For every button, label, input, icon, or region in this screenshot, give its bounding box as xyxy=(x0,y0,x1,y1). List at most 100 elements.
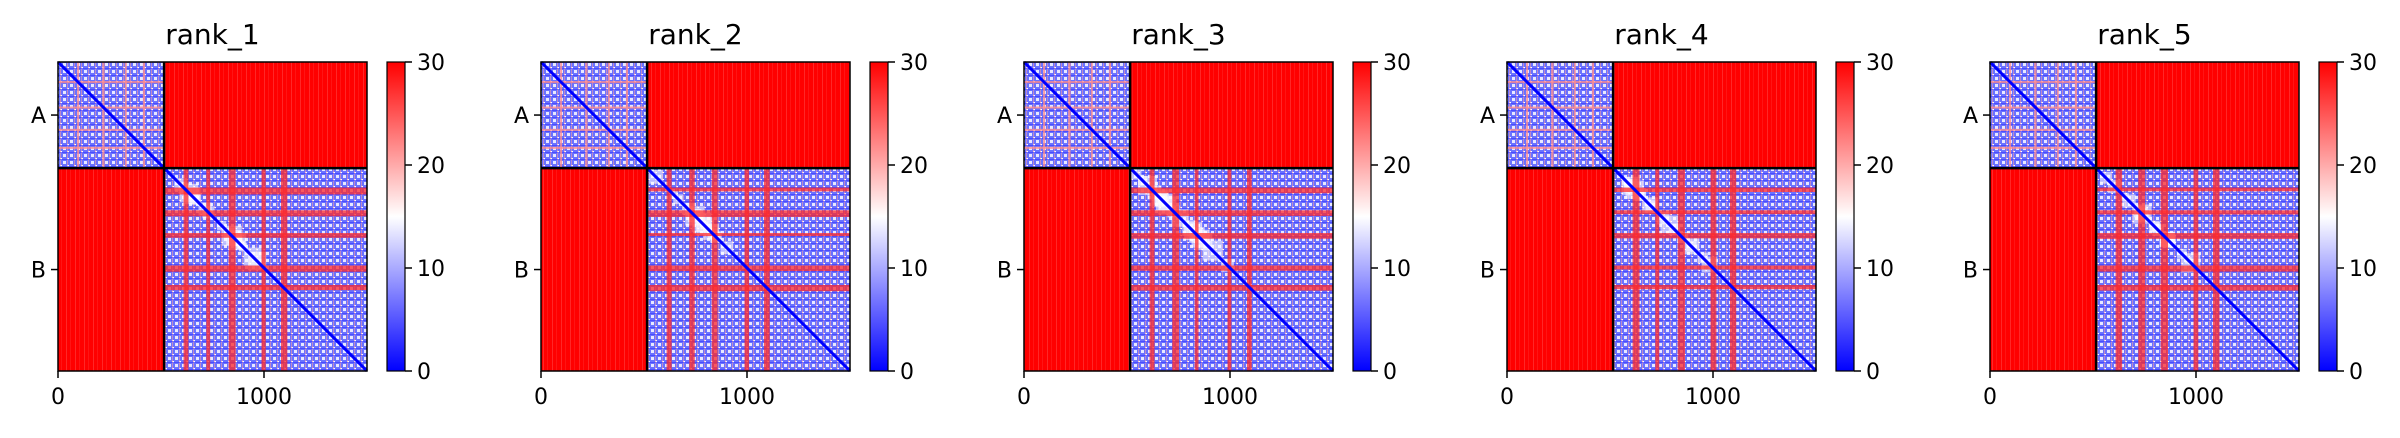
texture-band xyxy=(2212,168,2220,371)
x-tick-label: 1000 xyxy=(719,385,775,410)
y-tick-label: A xyxy=(514,104,529,129)
colorbar-tick-label: 0 xyxy=(1866,360,1880,385)
texture-band xyxy=(2074,62,2077,169)
x-tick-label: 1000 xyxy=(236,385,292,410)
texture-band xyxy=(625,62,628,169)
panel-4: rank_4 A B 0 1000 0 10 20 30 xyxy=(1480,18,1894,410)
texture-band xyxy=(1551,62,1554,169)
x-tick-label: 0 xyxy=(1983,385,1997,410)
colorbar-tick-label: 0 xyxy=(2349,360,2363,385)
colorbar xyxy=(386,61,406,372)
heatmap xyxy=(539,60,852,373)
colorbar xyxy=(1352,61,1372,372)
x-tick-label: 0 xyxy=(534,385,548,410)
texture-band xyxy=(2056,62,2059,169)
texture-band xyxy=(585,62,588,169)
diagonal-line xyxy=(1988,60,2301,373)
colorbar-tick-label: 10 xyxy=(1866,257,1894,282)
panel-2: rank_2 A B 0 1000 0 10 20 30 xyxy=(514,18,928,410)
colorbar xyxy=(1835,61,1855,372)
texture-band xyxy=(647,284,850,292)
texture-band xyxy=(560,62,563,169)
texture-band xyxy=(541,146,648,149)
x-tick-label: 1000 xyxy=(1202,385,1258,410)
texture-band xyxy=(1227,168,1232,371)
panel-title: rank_3 xyxy=(1131,18,1225,51)
colorbar-tick-label: 0 xyxy=(417,360,431,385)
colorbar-tick-label: 30 xyxy=(1383,51,1411,76)
panel-title: rank_4 xyxy=(1614,18,1708,51)
texture-band xyxy=(607,62,610,169)
colorbar-tick-label: 20 xyxy=(1866,154,1894,179)
panel-1: rank_1 A B 0 1000 0 10 20 30 xyxy=(31,18,445,410)
heatmap xyxy=(1022,60,1335,373)
heatmap-frame xyxy=(57,61,368,372)
x-tick-label: 1000 xyxy=(2168,385,2224,410)
colorbar-tick-label: 10 xyxy=(2349,257,2377,282)
texture-band xyxy=(1591,62,1594,169)
colorbar-tick-label: 20 xyxy=(900,154,928,179)
texture-band xyxy=(1990,146,2097,149)
texture-band xyxy=(1507,146,1614,149)
texture-band xyxy=(280,168,288,371)
heatmap-frame xyxy=(540,61,851,372)
texture-band xyxy=(1024,128,1131,131)
heatmap-frame xyxy=(1506,61,1817,372)
texture-band xyxy=(1130,233,1333,239)
y-tick-label: A xyxy=(1963,104,1978,129)
texture-band xyxy=(1678,168,1685,371)
texture-band xyxy=(541,106,648,109)
texture-band xyxy=(1990,81,2097,84)
texture-band xyxy=(164,284,367,291)
colorbar-tick-label: 30 xyxy=(2349,51,2377,76)
texture-band xyxy=(1573,62,1576,169)
colorbar xyxy=(2318,61,2338,372)
texture-band xyxy=(1613,284,1816,290)
texture-band xyxy=(1990,128,2097,131)
diagonal-line xyxy=(539,60,852,373)
y-tick-label: B xyxy=(1480,259,1495,284)
colorbar-tick-label: 20 xyxy=(417,154,445,179)
texture-band xyxy=(1130,187,1333,194)
colorbar-tick-label: 10 xyxy=(417,257,445,282)
heatmap xyxy=(56,60,369,373)
texture-band xyxy=(1024,81,1131,84)
texture-band xyxy=(1990,106,2097,109)
diagonal-line xyxy=(1022,60,1335,373)
x-tick-label: 0 xyxy=(1017,385,1031,410)
texture-band xyxy=(142,62,145,169)
x-tick-label: 0 xyxy=(1500,385,1514,410)
panel-title: rank_5 xyxy=(2097,18,2191,51)
y-tick-label: B xyxy=(514,259,529,284)
y-tick-label: B xyxy=(31,259,46,284)
texture-band xyxy=(1090,62,1093,169)
texture-band xyxy=(58,81,165,84)
texture-band xyxy=(102,62,105,169)
x-tick-label: 0 xyxy=(51,385,65,410)
heatmap-frame xyxy=(1989,61,2300,372)
colorbar-tick-label: 30 xyxy=(900,51,928,76)
colorbar xyxy=(869,61,889,372)
texture-band xyxy=(1130,210,1333,216)
colorbar-tick-label: 10 xyxy=(900,257,928,282)
texture-band xyxy=(2034,62,2037,169)
diagonal-line xyxy=(56,60,369,373)
texture-band xyxy=(2096,284,2299,291)
colorbar-tick-label: 10 xyxy=(1383,257,1411,282)
texture-band xyxy=(1507,128,1614,131)
texture-band xyxy=(2009,62,2012,169)
colorbar-tick-label: 20 xyxy=(2349,154,2377,179)
texture-band xyxy=(541,128,648,131)
panel-title: rank_2 xyxy=(648,18,742,51)
texture-band xyxy=(58,146,165,149)
texture-band xyxy=(1043,62,1046,169)
colorbar-tick-label: 30 xyxy=(1866,51,1894,76)
texture-band xyxy=(1729,168,1737,371)
texture-band xyxy=(1246,168,1252,371)
panel-3: rank_3 A B 0 1000 0 10 20 30 xyxy=(997,18,1411,410)
texture-band xyxy=(763,168,770,371)
y-tick-label: B xyxy=(997,259,1012,284)
texture-band xyxy=(1526,62,1529,169)
heatmap-frame xyxy=(1023,61,1334,372)
